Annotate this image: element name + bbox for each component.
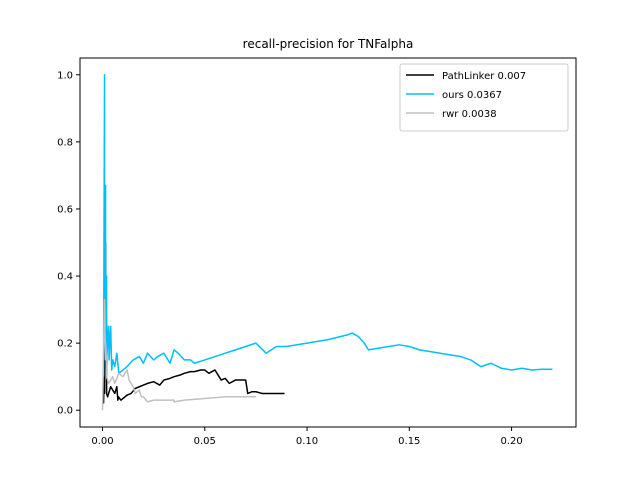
y-tick-label: 0.8 [57,137,73,148]
legend-label-2: rwr 0.0038 [442,109,497,120]
x-tick-label: 0.05 [194,436,216,447]
series-line-0 [102,241,285,404]
y-axis-ticks: 0.0 0.2 0.4 0.6 0.8 1.0 [57,70,80,417]
x-tick-label: 0.00 [91,436,113,447]
y-tick-label: 0.0 [57,406,73,417]
x-axis-ticks: 0.00 0.05 0.10 0.15 0.20 [91,427,523,447]
x-tick-label: 0.15 [398,436,420,447]
y-tick-label: 0.4 [57,272,73,283]
legend: PathLinker 0.007 ours 0.0367 rwr 0.0038 [399,63,569,132]
legend-label-0: PathLinker 0.007 [442,71,526,82]
y-tick-label: 1.0 [57,70,73,81]
plot-series [101,74,553,411]
series-line-2 [101,298,256,411]
series-line-1 [102,74,553,377]
axes-frame [79,57,577,428]
x-tick-label: 0.10 [296,436,318,447]
y-tick-label: 0.2 [57,339,73,350]
chart-title: recall-precision for TNFalpha [243,37,414,51]
legend-label-1: ours 0.0367 [442,90,502,101]
x-tick-label: 0.20 [500,436,522,447]
legend-box [399,63,569,132]
y-tick-label: 0.6 [57,204,73,215]
